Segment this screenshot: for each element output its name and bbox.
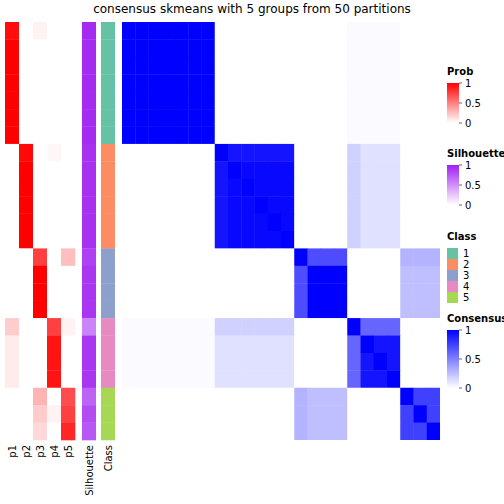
svg-text:Silhouette: Silhouette: [84, 445, 95, 496]
svg-text:1: 1: [465, 160, 471, 171]
svg-text:Silhouette: Silhouette: [447, 148, 496, 159]
svg-text:2: 2: [463, 259, 469, 270]
svg-text:Class: Class: [103, 445, 114, 471]
svg-text:3: 3: [463, 270, 469, 281]
svg-text:0.5: 0.5: [465, 98, 481, 109]
svg-text:4: 4: [463, 281, 469, 292]
svg-text:Class: Class: [447, 231, 476, 242]
svg-text:p5: p5: [63, 445, 74, 458]
svg-text:Consensus: Consensus: [447, 313, 496, 324]
svg-text:1: 1: [465, 325, 471, 336]
svg-text:p1: p1: [8, 445, 18, 458]
svg-text:0: 0: [465, 383, 471, 394]
svg-text:5: 5: [463, 292, 469, 303]
svg-text:p3: p3: [35, 445, 46, 458]
svg-text:1: 1: [465, 78, 471, 89]
svg-text:0.5: 0.5: [465, 180, 481, 191]
svg-text:0: 0: [465, 200, 471, 211]
svg-text:0: 0: [465, 118, 471, 129]
svg-text:p4: p4: [49, 445, 60, 458]
svg-text:1: 1: [463, 248, 469, 259]
svg-text:0.5: 0.5: [465, 354, 481, 365]
svg-text:p2: p2: [21, 445, 32, 458]
svg-text:consensus skmeans with 5 group: consensus skmeans with 5 groups from 50 …: [93, 2, 411, 16]
svg-text:Prob: Prob: [447, 66, 473, 77]
